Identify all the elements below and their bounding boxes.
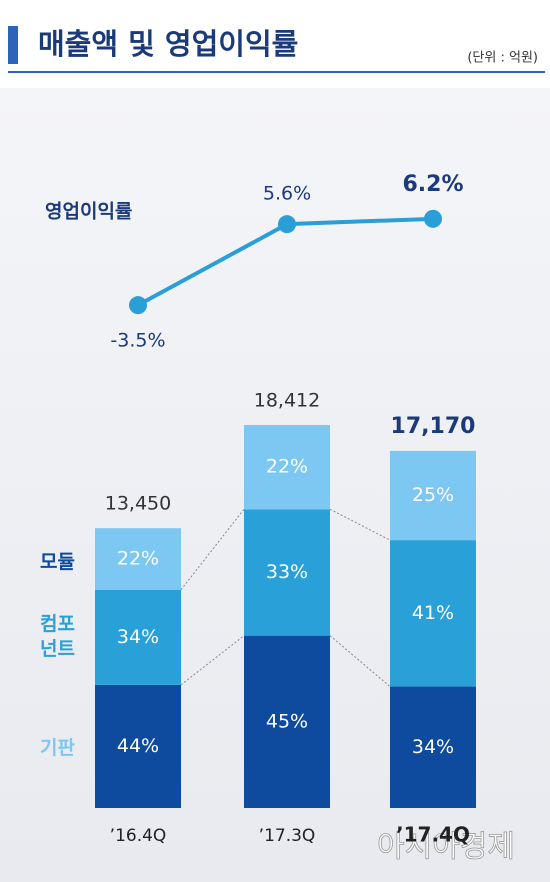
connector	[329, 635, 391, 687]
segment-label: 22%	[266, 456, 308, 478]
line-label: 6.2%	[402, 172, 463, 197]
line-label: -3.5%	[110, 330, 165, 352]
segment-label: 33%	[266, 561, 308, 583]
total-label: 17,170	[391, 414, 476, 439]
total-label: 18,412	[254, 390, 320, 412]
segment-label: 22%	[117, 547, 159, 569]
segment-label: 34%	[117, 626, 159, 648]
legend-label: 컴포넌트	[40, 613, 75, 660]
connector	[180, 508, 245, 591]
bar-segment	[95, 528, 181, 590]
chart-title: 매출액 및 영업이익률	[38, 27, 298, 61]
watermark: 아시아경제	[377, 830, 515, 865]
bar-segment	[244, 509, 330, 636]
bar-segment	[390, 686, 476, 808]
bar-segment	[244, 425, 330, 510]
line-label: 5.6%	[263, 183, 311, 205]
total-label: 13,450	[105, 493, 171, 515]
title-accent	[8, 26, 18, 64]
segment-label: 45%	[266, 710, 308, 732]
bar-segment	[390, 540, 476, 687]
connector	[180, 635, 245, 686]
line-name: 영업이익률	[45, 201, 132, 223]
legend-label: 기판	[40, 737, 75, 759]
segment-label: 25%	[412, 484, 454, 506]
legend-label: 모듈	[40, 551, 75, 573]
bar-segment	[244, 635, 330, 808]
segment-label: 34%	[412, 736, 454, 758]
bar-segment	[95, 684, 181, 808]
line-point	[129, 296, 147, 315]
connector	[329, 508, 391, 541]
bar-segment	[390, 450, 476, 541]
segment-label: 41%	[412, 602, 454, 624]
line-point	[278, 215, 296, 234]
x-tick-label: ’17.4Q	[396, 823, 470, 847]
bar-segment	[95, 589, 181, 685]
x-tick-label: ’17.3Q	[259, 826, 316, 846]
x-tick-label: ’16.4Q	[110, 826, 167, 846]
segment-label: 44%	[117, 735, 159, 757]
unit-label: (단위 : 억원)	[467, 51, 538, 66]
line-point	[424, 209, 442, 228]
